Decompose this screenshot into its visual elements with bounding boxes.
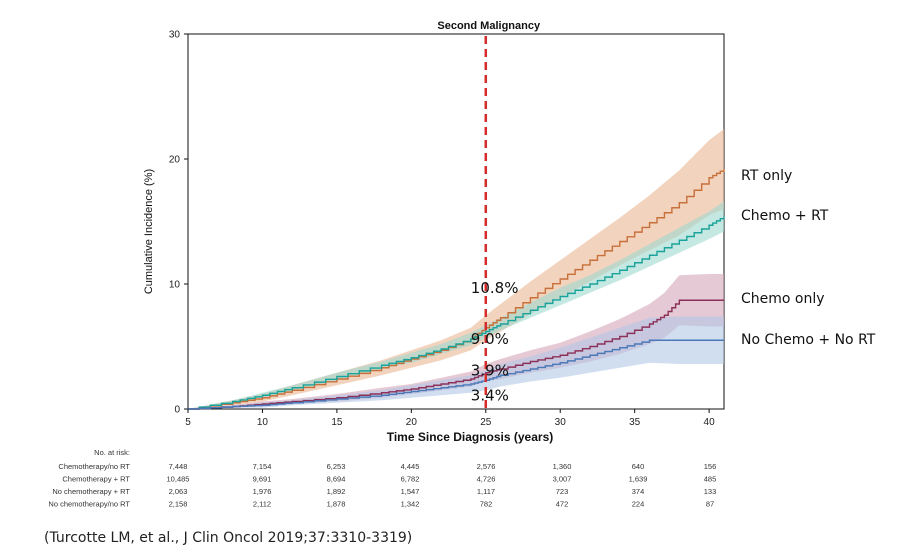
risk-cell: 2,158 xyxy=(169,500,188,509)
risk-cell: 2,063 xyxy=(169,487,188,496)
percent-annotation: 10.8% xyxy=(471,279,519,297)
percent-annotation: 3.4% xyxy=(471,386,509,404)
risk-cell: 640 xyxy=(632,462,645,471)
risk-cell: 1,547 xyxy=(401,487,420,496)
x-tick-label: 10 xyxy=(257,417,269,428)
risk-cell: 6,782 xyxy=(401,475,420,484)
risk-cell: 1,342 xyxy=(401,500,420,509)
risk-cell: 485 xyxy=(704,475,717,484)
citation: (Turcotte LM, et al., J Clin Oncol 2019;… xyxy=(44,530,413,546)
x-tick-label: 35 xyxy=(629,417,641,428)
risk-cell: 8,694 xyxy=(327,475,346,484)
risk-cell: 3,007 xyxy=(553,475,572,484)
y-tick-label: 20 xyxy=(169,155,181,166)
risk-cell: 1,117 xyxy=(477,487,495,496)
y-axis-label: Cumulative Incidence (%) xyxy=(143,169,155,294)
ci-band-no-chemo-no-rt xyxy=(188,316,724,409)
x-tick-label: 25 xyxy=(480,417,492,428)
chart-title: Second Malignancy xyxy=(437,20,541,32)
x-tick-label: 30 xyxy=(555,417,567,428)
risk-cell: 374 xyxy=(632,487,645,496)
y-tick-label: 10 xyxy=(169,280,181,291)
percent-annotation: 3.9% xyxy=(471,361,509,379)
risk-cell: 2,112 xyxy=(253,500,271,509)
risk-cell: 2,576 xyxy=(477,462,496,471)
legend-label: Chemo only xyxy=(741,291,825,307)
risk-cell: 1,976 xyxy=(253,487,272,496)
risk-cell: 9,691 xyxy=(253,475,272,484)
x-tick-label: 15 xyxy=(331,417,343,428)
series-line-no-chemo-no-rt xyxy=(188,339,724,410)
risk-cell: 10,485 xyxy=(167,475,190,484)
y-tick-label: 30 xyxy=(169,30,181,41)
legend-label: No Chemo + No RT xyxy=(741,332,876,348)
risk-row-label: Chemotherapy + RT xyxy=(62,475,130,484)
risk-cell: 1,360 xyxy=(553,462,572,471)
risk-table-header: No. at risk: xyxy=(94,448,130,457)
risk-cell: 6,253 xyxy=(327,462,346,471)
risk-cell: 4,726 xyxy=(477,475,496,484)
percent-annotation: 9.0% xyxy=(471,330,509,348)
series-line-chemo-only xyxy=(188,299,724,410)
risk-cell: 87 xyxy=(706,500,714,509)
risk-cell: 4,445 xyxy=(401,462,420,471)
risk-cell: 1,639 xyxy=(629,475,648,484)
risk-cell: 1,892 xyxy=(327,487,346,496)
risk-row-label: No chemotherapy/no RT xyxy=(48,500,130,509)
legend-label: RT only xyxy=(741,168,792,184)
risk-cell: 7,154 xyxy=(253,462,272,471)
series-line-chemo-rt xyxy=(188,216,725,410)
legend-label: Chemo + RT xyxy=(741,208,829,224)
risk-cell: 472 xyxy=(556,500,569,509)
ci-band-rt-only xyxy=(188,129,724,409)
risk-cell: 224 xyxy=(632,500,645,509)
risk-cell: 1,878 xyxy=(327,500,346,509)
y-tick-label: 0 xyxy=(174,405,180,416)
x-tick-label: 40 xyxy=(704,417,716,428)
risk-row-label: Chemotherapy/no RT xyxy=(58,462,130,471)
x-tick-label: 5 xyxy=(185,417,191,428)
x-axis-label: Time Since Diagnosis (years) xyxy=(387,430,554,444)
x-tick-label: 20 xyxy=(406,417,418,428)
risk-cell: 7,448 xyxy=(169,462,188,471)
risk-cell: 133 xyxy=(704,487,717,496)
risk-cell: 156 xyxy=(704,462,717,471)
risk-cell: 782 xyxy=(480,500,493,509)
risk-row-label: No chemotherapy + RT xyxy=(52,487,130,496)
risk-cell: 723 xyxy=(556,487,569,496)
